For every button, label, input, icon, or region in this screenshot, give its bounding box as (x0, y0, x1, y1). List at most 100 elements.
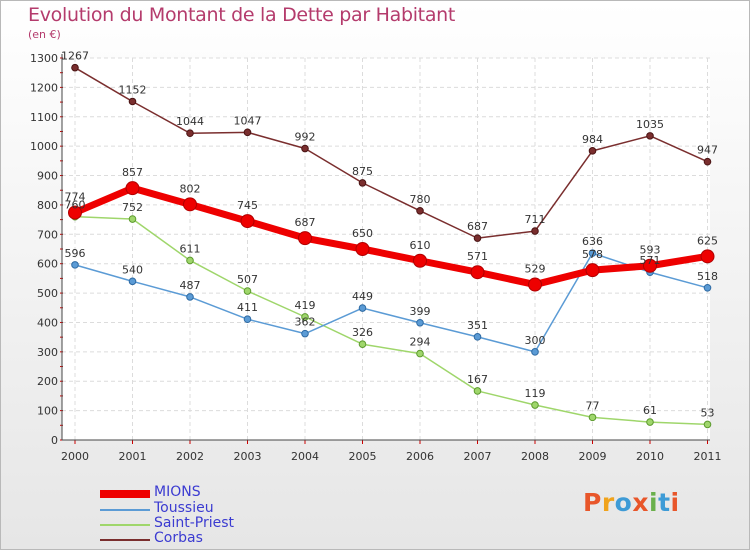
legend-swatch-mions (100, 490, 150, 498)
data-label-toussieu: 487 (180, 279, 201, 292)
legend-item-corbas: Corbas (100, 530, 300, 547)
data-label-corbas: 1047 (234, 114, 262, 127)
data-label-toussieu: 571 (640, 254, 661, 267)
data-point-toussieu (703, 283, 712, 292)
data-point-toussieu (186, 293, 194, 301)
data-point-saint-priest (588, 413, 597, 422)
data-point-corbas (473, 234, 482, 242)
proxiti-logo: Proxiti (583, 488, 680, 517)
legend-label-toussieu: Toussieu (154, 500, 214, 516)
data-point-toussieu (243, 315, 252, 324)
data-point-saint-priest (416, 349, 424, 358)
data-point-saint-priest (358, 340, 367, 349)
data-point-corbas (703, 157, 712, 166)
data-label-mions: 745 (237, 199, 258, 212)
logo-letter: o (614, 488, 633, 517)
data-point-mions (470, 265, 485, 280)
data-label-saint-priest: 119 (525, 387, 546, 400)
data-label-saint-priest: 61 (643, 404, 657, 417)
data-point-saint-priest (646, 418, 654, 426)
data-label-saint-priest: 611 (180, 242, 201, 255)
legend-label-saint-priest: Saint-Priest (154, 515, 235, 531)
logo-letter: i (670, 488, 680, 517)
legend-item-mions: MIONS (100, 484, 300, 501)
x-tick-label: 2000 (61, 450, 89, 463)
logo-letter: i (649, 488, 659, 517)
data-label-toussieu: 399 (410, 305, 431, 318)
data-point-mions (355, 242, 370, 256)
data-point-toussieu (301, 329, 309, 338)
data-label-saint-priest: 167 (467, 373, 488, 386)
series-line-corbas (74, 66, 709, 239)
data-label-corbas: 992 (295, 131, 316, 144)
chart-title: Evolution du Montant de la Dette par Hab… (28, 4, 456, 26)
data-label-corbas: 780 (410, 193, 431, 206)
y-tick-label: 200 (37, 375, 58, 388)
data-label-mions: 529 (525, 263, 546, 276)
y-tick-label: 700 (37, 228, 58, 241)
data-point-mions (240, 214, 255, 229)
data-label-corbas: 1044 (176, 115, 204, 128)
data-label-toussieu: 351 (467, 319, 488, 332)
data-label-mions: 687 (295, 216, 316, 229)
data-label-saint-priest: 326 (352, 326, 373, 339)
y-tick-label: 500 (37, 287, 58, 300)
data-point-corbas (128, 97, 137, 106)
y-tick-label: 800 (37, 199, 58, 212)
data-label-corbas: 984 (582, 133, 603, 146)
y-tick-label: 300 (37, 346, 58, 359)
data-label-saint-priest: 752 (122, 201, 143, 214)
legend-swatch-corbas (100, 539, 150, 541)
data-point-saint-priest (531, 401, 539, 409)
series-line-toussieu (74, 252, 709, 353)
logo-letter: t (658, 488, 671, 517)
legend-label-mions: MIONS (154, 484, 201, 500)
data-label-corbas: 1267 (61, 50, 89, 63)
data-label-toussieu: 411 (237, 301, 258, 314)
legend-swatch-saint-priest (100, 524, 150, 526)
data-label-saint-priest: 419 (295, 299, 316, 312)
data-point-corbas (358, 179, 367, 187)
x-tick-label: 2003 (234, 450, 262, 463)
data-label-mions: 774 (65, 191, 86, 204)
series-line-mions (71, 184, 711, 289)
data-point-toussieu (588, 249, 597, 257)
legend-swatch-toussieu (100, 509, 150, 511)
y-tick-label: 0 (51, 434, 58, 447)
chart-unit-label: (en €) (28, 28, 61, 41)
y-tick-label: 900 (37, 170, 58, 183)
data-point-corbas (71, 63, 79, 72)
data-label-mions: 610 (410, 239, 431, 252)
data-label-mions: 578 (582, 248, 603, 261)
x-tick-label: 2010 (636, 450, 664, 463)
x-tick-label: 2004 (291, 450, 319, 463)
x-tick-label: 2006 (406, 450, 434, 463)
x-tick-label: 2011 (694, 450, 722, 463)
data-point-mions (700, 249, 715, 264)
x-tick-label: 2001 (119, 450, 147, 463)
data-label-saint-priest: 760 (65, 199, 86, 212)
legend-item-toussieu: Toussieu (100, 500, 300, 517)
data-label-corbas: 875 (352, 165, 373, 178)
data-label-corbas: 687 (467, 220, 488, 233)
data-label-saint-priest: 77 (586, 399, 600, 412)
data-label-toussieu: 300 (525, 334, 546, 347)
data-point-toussieu (128, 277, 137, 286)
data-label-toussieu: 449 (352, 290, 373, 303)
y-tick-label: 600 (37, 258, 58, 271)
data-label-saint-priest: 53 (701, 406, 715, 419)
series-line-saint-priest (74, 215, 709, 426)
data-point-saint-priest (703, 420, 712, 429)
data-point-toussieu (416, 318, 424, 327)
y-tick-label: 1200 (30, 81, 58, 94)
data-point-saint-priest (473, 387, 482, 395)
data-point-mions (528, 277, 542, 292)
data-label-mions: 802 (180, 182, 201, 195)
logo-letter: r (601, 488, 615, 517)
data-point-mions (298, 231, 312, 246)
data-label-toussieu: 540 (122, 263, 143, 276)
data-point-toussieu (71, 261, 79, 269)
logo-letter: P (583, 488, 602, 517)
data-label-toussieu: 636 (582, 235, 603, 248)
